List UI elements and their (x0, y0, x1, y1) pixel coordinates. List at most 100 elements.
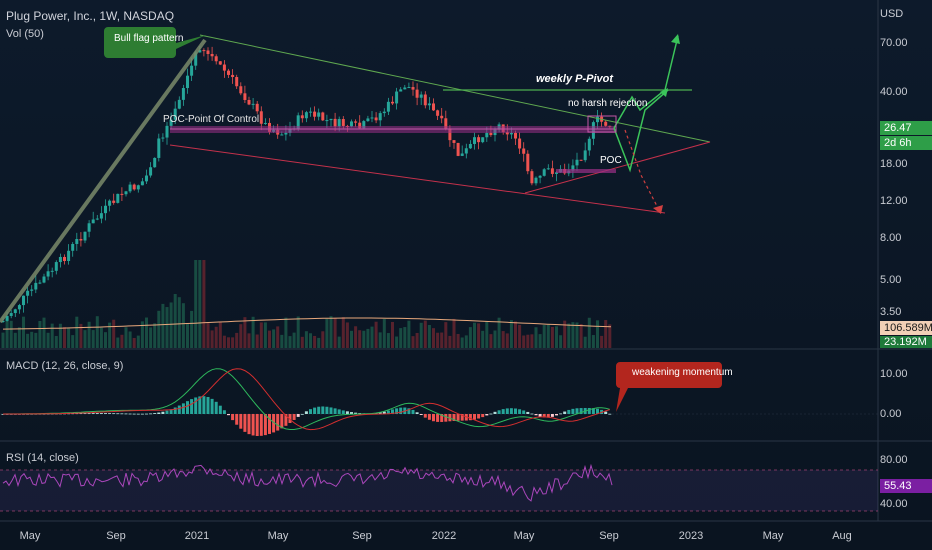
candle-body (604, 121, 608, 126)
volume-bar (419, 322, 423, 348)
volume-bar (263, 322, 267, 348)
lower-trendline[interactable] (169, 144, 666, 214)
macd-hist-bar (292, 414, 296, 420)
time-tick-may-2020: May (19, 530, 41, 542)
symbol-title[interactable]: Plug Power, Inc., 1W, NASDAQ (6, 9, 175, 23)
candle-body (247, 99, 251, 105)
volume-bar (268, 330, 271, 348)
candle-body (395, 91, 399, 104)
candle-body (333, 118, 337, 127)
weekly-pivot-label: weekly P-Pivot (536, 73, 614, 85)
candle-body (419, 94, 423, 98)
candle-body (555, 172, 558, 174)
macd-hist-bar (514, 408, 517, 414)
candle-body (227, 70, 230, 75)
volume-bar (165, 307, 169, 348)
candle-body (280, 134, 284, 136)
bearish-arrowhead (653, 205, 663, 214)
candle-body (26, 290, 30, 296)
macd-hist-bar (272, 414, 276, 433)
volume-bar (427, 325, 431, 348)
volume-bar (313, 335, 317, 348)
volume-bar (83, 330, 87, 348)
rsi-title[interactable]: RSI (14, close) (6, 452, 79, 464)
candle-body (505, 132, 509, 135)
candle-body (370, 117, 374, 119)
candle-body (284, 132, 288, 135)
volume-bar (518, 324, 522, 348)
volume-bar (231, 337, 235, 348)
candle-body (255, 103, 259, 112)
price-tick-40: 40.00 (880, 86, 908, 98)
lower-poc-band[interactable] (556, 169, 616, 173)
volume-bar (489, 334, 493, 348)
candle-body (9, 313, 13, 316)
macd-hist-bar (473, 414, 476, 420)
candle-body (120, 193, 124, 195)
macd-hist-bar (169, 409, 173, 414)
candle-body (579, 159, 583, 161)
macd-tick-0: 0.00 (880, 408, 902, 420)
volume-bar (280, 334, 284, 348)
candle-body (477, 137, 481, 143)
volume-indicator-label[interactable]: Vol (50) (6, 28, 44, 40)
volume-bar (128, 331, 132, 348)
time-tick-2023: 2023 (678, 530, 704, 542)
candle-body (67, 250, 71, 262)
volume-bar (198, 260, 202, 348)
volume-bar (473, 322, 476, 348)
volume-bar (325, 318, 329, 348)
price-axis-currency[interactable]: USD (880, 8, 904, 20)
macd-hist-bar (239, 414, 243, 429)
rising-trend-line[interactable] (0, 38, 207, 324)
candle-body (423, 94, 427, 106)
candle-body (165, 125, 169, 138)
volume-bar (181, 303, 185, 348)
candlesticks (1, 45, 612, 323)
rsi-tick-40: 40.00 (880, 498, 908, 510)
candle-body (337, 119, 341, 127)
weakening-callout[interactable] (616, 362, 722, 412)
candle-body (448, 128, 452, 141)
macd-hist-bar (329, 407, 333, 414)
candle-body (186, 75, 189, 89)
upper-trendline[interactable] (199, 34, 711, 143)
alt-projection-arrow[interactable] (613, 89, 669, 173)
volume-bar (247, 333, 251, 348)
time-tick-may-2021: May (267, 530, 289, 542)
volume-bar (95, 316, 99, 348)
macd-hist-bar (194, 397, 198, 414)
candle-body (358, 122, 362, 129)
candle-body (522, 148, 526, 154)
volume-bar (5, 318, 9, 348)
candle-body (317, 112, 321, 117)
candle-body (452, 140, 456, 143)
rejection-box[interactable] (587, 115, 617, 133)
candle-body (530, 171, 534, 184)
macd-hist-bar (104, 413, 107, 414)
macd-hist-bar (436, 414, 440, 422)
alt-arrowhead (660, 88, 668, 97)
candle-body (46, 271, 50, 277)
volume-bar (288, 336, 292, 348)
volume-bar (149, 327, 153, 348)
macd-hist-bar (309, 409, 312, 414)
bullish-projection-arrow[interactable] (613, 35, 679, 129)
rising-support-line[interactable] (524, 141, 711, 194)
time-tick-sep-2021: Sep (352, 530, 372, 542)
candle-body (79, 238, 83, 241)
volume-bar (38, 320, 42, 348)
volume-bar (206, 322, 210, 348)
bull-flag-callout[interactable] (104, 27, 206, 58)
candle-body (157, 138, 161, 158)
volume-bar (382, 318, 386, 348)
volume-bar (514, 321, 517, 348)
volume-bar (559, 335, 563, 348)
macd-title[interactable]: MACD (12, 26, close, 9) (6, 360, 124, 372)
candle-body (210, 53, 214, 57)
candle-body (194, 52, 198, 66)
candle-body (300, 115, 304, 119)
volume-bar (526, 334, 530, 348)
